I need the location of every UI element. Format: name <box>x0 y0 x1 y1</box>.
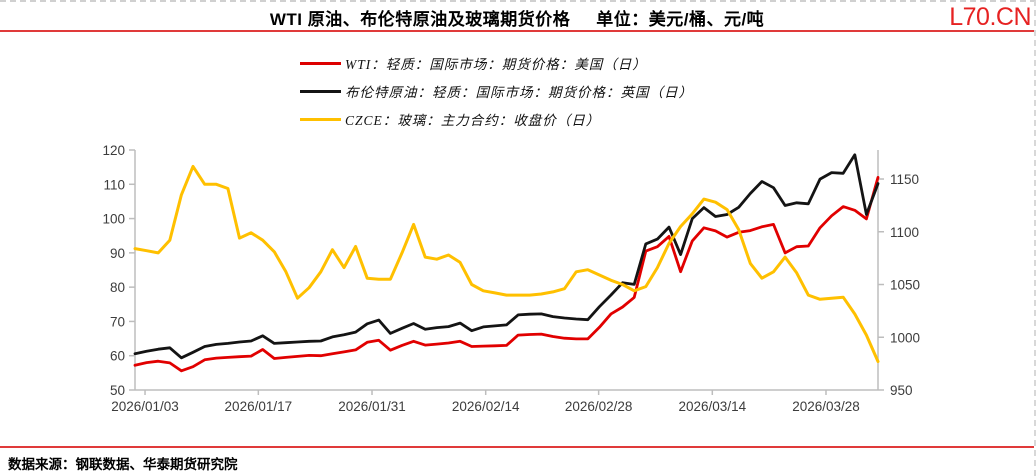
right-tick-label: 1150 <box>890 172 919 187</box>
right-tick-label: 950 <box>890 383 913 398</box>
left-tick-label: 70 <box>110 314 125 329</box>
page-title: WTI 原油、布伦特原油及玻璃期货价格 单位：美元/桶、元/吨 <box>0 5 1034 30</box>
unit-label: 单位：美元/桶、元/吨 <box>596 10 765 29</box>
right-tick-label: 1050 <box>890 278 920 293</box>
left-tick-label: 50 <box>110 383 125 398</box>
x-tick-label: 2026/03/28 <box>792 399 860 414</box>
series-glass-line <box>133 164 880 363</box>
legend-label-brent: 布伦特原油：轻质：国际市场：期货价格：英国（日） <box>345 85 693 100</box>
data-source-note: 数据来源：钢联数据、华泰期货研究院 <box>8 457 238 472</box>
site-watermark: L70.CN <box>949 3 1031 31</box>
series-wti-line <box>133 175 880 373</box>
chart-legend: WTI：轻质：国际市场：期货价格：美国（日） 布伦特原油：轻质：国际市场：期货价… <box>300 49 693 133</box>
legend-item-brent: 布伦特原油：轻质：国际市场：期货价格：英国（日） <box>300 77 693 105</box>
legend-label-wti: WTI：轻质：国际市场：期货价格：美国（日） <box>345 57 647 72</box>
legend-line-brent <box>300 89 341 93</box>
x-tick-label: 2026/03/14 <box>679 399 747 414</box>
x-tick-label: 2026/01/17 <box>225 399 293 414</box>
series-brent-line <box>133 153 880 360</box>
legend-item-glass: CZCE：玻璃：主力合约：收盘价（日） <box>300 105 693 133</box>
legend-line-glass <box>300 117 341 121</box>
x-tick-label: 2026/02/14 <box>452 399 520 414</box>
x-tick-label: 2026/01/31 <box>338 399 406 414</box>
left-tick-label: 90 <box>110 246 125 261</box>
left-tick-label: 80 <box>110 280 125 295</box>
footer-separator-line <box>0 446 1034 448</box>
left-tick-label: 110 <box>103 177 125 192</box>
chart-title-text: WTI 原油、布伦特原油及玻璃期货价格 <box>269 10 571 29</box>
right-tick-label: 1100 <box>890 225 919 240</box>
title-separator-line <box>0 30 1034 32</box>
right-tick-label: 1000 <box>890 330 920 345</box>
left-tick-label: 60 <box>110 349 125 364</box>
legend-item-wti: WTI：轻质：国际市场：期货价格：美国（日） <box>300 49 693 77</box>
x-tick-label: 2026/02/28 <box>565 399 633 414</box>
legend-label-glass: CZCE：玻璃：主力合约：收盘价（日） <box>345 113 601 128</box>
left-tick-label: 100 <box>102 212 125 227</box>
left-tick-label: 120 <box>102 143 125 158</box>
legend-line-wti <box>300 61 341 65</box>
x-tick-label: 2026/01/03 <box>111 399 179 414</box>
